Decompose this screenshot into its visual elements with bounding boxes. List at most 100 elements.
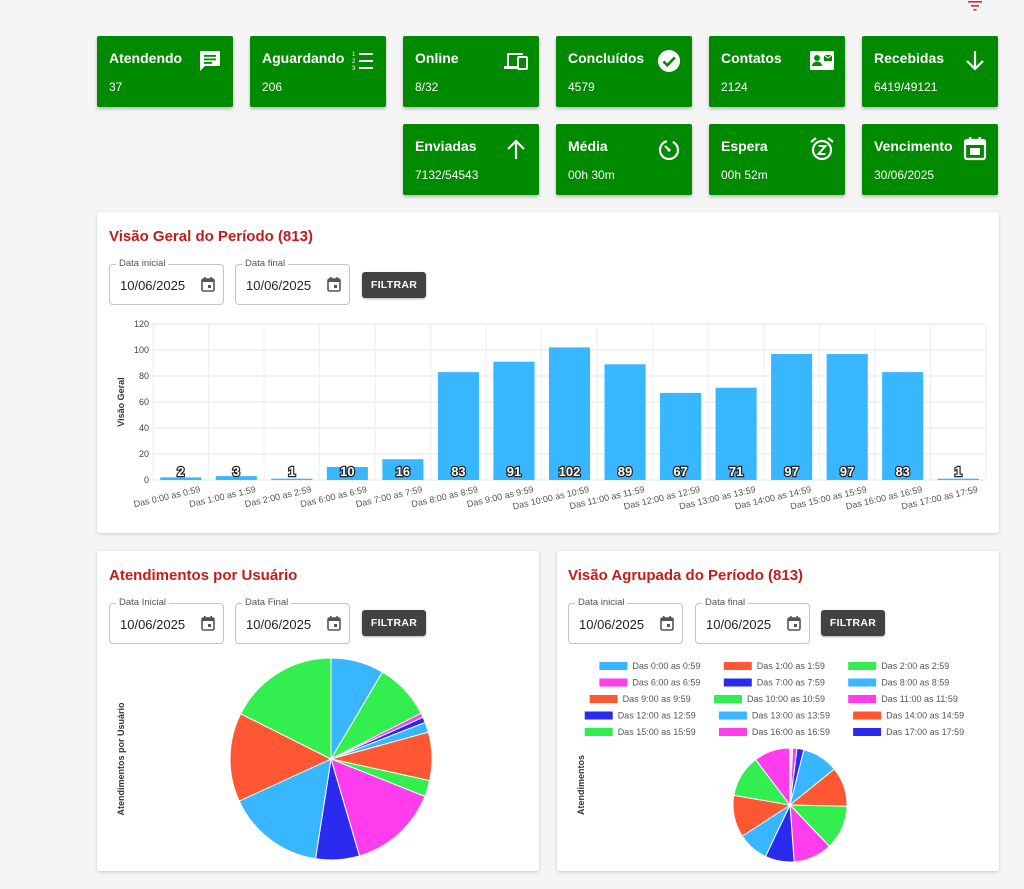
legend-swatch xyxy=(853,711,882,720)
stat-card-title: Aguardando xyxy=(262,50,345,66)
bar xyxy=(271,478,313,480)
calendar-icon xyxy=(963,137,987,161)
calendar-icon[interactable] xyxy=(660,616,674,631)
chat-icon xyxy=(200,51,220,71)
legend-swatch xyxy=(853,728,882,736)
users-start-date-value: 10/06/2025 xyxy=(120,617,186,632)
bar xyxy=(771,353,813,480)
bar xyxy=(326,467,368,480)
users-start-date-field[interactable]: Data Inicial 10/06/2025 xyxy=(109,597,224,644)
bar-value-label: 3 xyxy=(233,464,240,479)
stat-card-value: 206 xyxy=(262,80,283,94)
stat-card-title: Enviadas xyxy=(415,138,477,154)
overview-start-date-field[interactable]: Data inicial 10/06/2025 xyxy=(109,258,224,305)
bar xyxy=(826,353,868,480)
grouped-start-date-value: 10/06/2025 xyxy=(579,617,645,632)
users-end-date-field[interactable]: Data Final 10/06/2025 xyxy=(235,597,350,644)
stat-card-title: Concluídos xyxy=(568,50,645,66)
users-title: Atendimentos por Usuário xyxy=(109,567,298,584)
grouped-start-date-label: Data inicial xyxy=(575,597,628,608)
legend-label: Das 1:00 as 1:59 xyxy=(757,661,825,671)
overview-end-date-value: 10/06/2025 xyxy=(246,278,312,293)
overview-panel: Visão Geral do Período (813) Data inicia… xyxy=(97,212,999,533)
overview-title: Visão Geral do Período (813) xyxy=(109,228,313,245)
devices-icon xyxy=(504,53,528,70)
svg-text:1: 1 xyxy=(352,52,356,58)
users-start-date-label: Data Inicial xyxy=(116,597,169,608)
calendar-icon[interactable] xyxy=(327,616,341,631)
check-circle-icon xyxy=(658,50,680,72)
calendar-icon[interactable] xyxy=(327,277,341,292)
grouped-end-date-value: 10/06/2025 xyxy=(706,617,772,632)
y-tick-label: 0 xyxy=(144,475,149,485)
calendar-icon[interactable] xyxy=(201,616,215,631)
bar xyxy=(660,392,702,480)
svg-text:3: 3 xyxy=(352,66,356,72)
grouped-filter-button[interactable]: FILTRAR xyxy=(821,610,885,636)
calendar-icon[interactable] xyxy=(787,616,801,631)
stat-card-value: 30/06/2025 xyxy=(874,168,935,182)
bar xyxy=(437,372,479,480)
stat-card-atendendo: Atendendo 37 xyxy=(97,36,233,107)
users-end-date-value: 10/06/2025 xyxy=(246,617,312,632)
overview-start-date-label: Data inicial xyxy=(116,258,169,269)
legend-swatch xyxy=(714,695,742,703)
legend-swatch xyxy=(848,662,877,670)
stat-card-value: 00h 52m xyxy=(721,168,768,182)
legend-label: Das 7:00 as 7:59 xyxy=(757,678,825,688)
overview-end-date-label: Data final xyxy=(242,258,289,269)
overview-end-date-field[interactable]: Data final 10/06/2025 xyxy=(235,258,350,305)
arrow-up-icon xyxy=(507,139,525,159)
legend-label: Das 0:00 as 0:59 xyxy=(632,661,700,671)
stat-card-value: 6419/49121 xyxy=(874,80,938,94)
y-tick-label: 20 xyxy=(139,449,149,459)
stat-card-value: 37 xyxy=(109,80,123,94)
y-tick-label: 40 xyxy=(139,423,149,433)
bar-value-label: 83 xyxy=(895,464,909,479)
stat-card-value: 7132/54543 xyxy=(415,168,479,182)
arrow-down-icon xyxy=(966,51,984,71)
stat-card-title: Média xyxy=(568,138,608,154)
legend-swatch xyxy=(584,711,613,720)
bar xyxy=(493,361,535,480)
legend-swatch xyxy=(718,728,747,736)
pie-slice xyxy=(229,713,333,802)
users-filter-button[interactable]: FILTRAR xyxy=(362,610,426,636)
grouped-start-date-field[interactable]: Data inicial 10/06/2025 xyxy=(568,597,683,644)
stat-card-title: Espera xyxy=(721,138,768,154)
legend-label: Das 9:00 as 9:59 xyxy=(623,694,691,704)
bar xyxy=(604,364,646,480)
stat-card-value: 4579 xyxy=(568,80,595,94)
stat-card-enviadas: Enviadas 7132/54543 xyxy=(403,124,539,195)
calendar-icon[interactable] xyxy=(201,277,215,292)
bar-value-label: 97 xyxy=(840,464,854,479)
pie-slice xyxy=(330,758,426,857)
users-panel: Atendimentos por Usuário Data Inicial 10… xyxy=(97,551,539,871)
stat-card-aguardando: Aguardando 206 1 2 3 xyxy=(250,36,386,107)
stat-card-media: Média 00h 30m xyxy=(556,124,692,195)
y-tick-label: 120 xyxy=(134,319,149,329)
legend-label: Das 10:00 as 10:59 xyxy=(747,694,825,704)
legend-swatch xyxy=(848,695,877,703)
contact-card-icon xyxy=(810,51,834,70)
bar-value-label: 97 xyxy=(784,464,798,479)
stat-card-title: Contatos xyxy=(721,50,782,66)
overview-filter-button[interactable]: FILTRAR xyxy=(362,272,426,298)
legend-swatch xyxy=(589,695,618,703)
stat-card-espera: Espera 00h 52m xyxy=(709,124,845,195)
legend-swatch xyxy=(599,662,628,670)
bar-value-label: 83 xyxy=(451,464,465,479)
bar-value-label: 16 xyxy=(396,464,410,479)
users-end-date-label: Data Final xyxy=(242,597,292,608)
filter-icon[interactable] xyxy=(966,0,984,12)
grouped-title: Visão Agrupada do Período (813) xyxy=(568,567,804,584)
stat-card-contatos: Contatos 2124 xyxy=(709,36,845,107)
snooze-alarm-icon xyxy=(810,137,834,161)
stat-card-title: Vencimento xyxy=(874,138,953,154)
legend-label: Das 8:00 as 8:59 xyxy=(881,678,949,688)
grouped-end-date-field[interactable]: Data final 10/06/2025 xyxy=(695,597,810,644)
bar xyxy=(882,372,924,480)
legend-label: Das 11:00 as 11:59 xyxy=(881,694,958,704)
bar-value-label: 91 xyxy=(507,464,521,479)
